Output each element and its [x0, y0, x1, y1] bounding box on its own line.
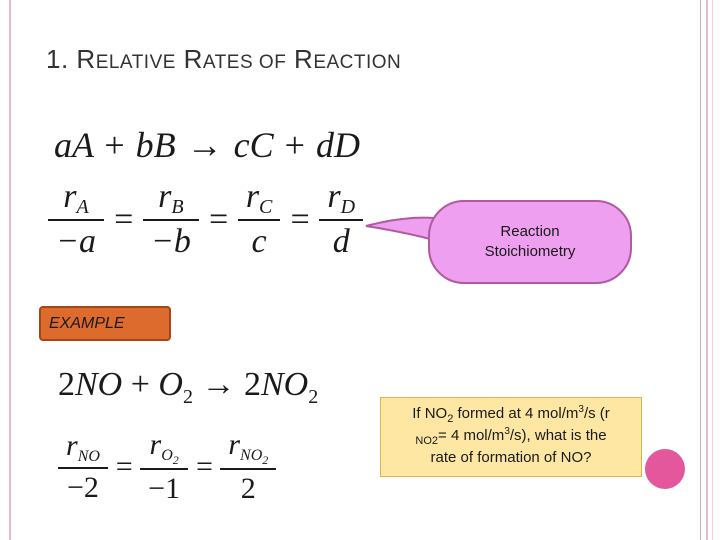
subscript-2: 2 — [447, 413, 454, 425]
equals-sign: = — [288, 200, 312, 238]
plus-sign: + — [130, 366, 150, 403]
rate-symbol: r — [245, 178, 260, 215]
title-text: 1. RELATIVE RATES OF REACTION — [46, 44, 402, 74]
species-B: B — [153, 125, 176, 165]
coef-no2: 2 — [243, 366, 261, 403]
equals-sign: = — [111, 200, 135, 238]
reaction-arrow: → — [201, 366, 236, 403]
general-reaction-equation: aA + bB → cC + dD — [54, 124, 360, 166]
species-o2: O — [158, 366, 183, 403]
plus-sign: + — [104, 125, 125, 165]
no-oxidation-equation: 2NO + O2 → 2NO2 — [58, 366, 318, 409]
coef-b: b — [135, 125, 154, 165]
fraction-r-no: rNO −2 — [58, 429, 108, 503]
fraction-rD: rD d — [319, 178, 364, 259]
subscript-B: B — [171, 196, 184, 218]
coef-a: a — [54, 125, 72, 165]
denominator: −1 — [140, 468, 189, 504]
question-text: formed at 4 mol/m — [453, 405, 579, 422]
question-line-2: NO2= 4 mol/m3/s), what is the — [387, 426, 635, 448]
subscript-2: 2 — [172, 453, 179, 467]
subscript-2: 2 — [182, 386, 193, 408]
question-box: If NO2 formed at 4 mol/m3/s (r NO2= 4 mo… — [380, 397, 642, 477]
denominator: 2 — [220, 468, 277, 504]
callout-tail — [365, 216, 435, 242]
callout-line-2: Stoichiometry — [484, 243, 576, 260]
superscript-3: 3 — [578, 404, 584, 415]
denominator: d — [319, 219, 364, 259]
coef-d: d — [315, 125, 334, 165]
denominator: −a — [48, 219, 104, 259]
example-label-text: EXAMPLE — [49, 314, 125, 332]
right-border-rule — [700, 0, 701, 540]
subscript-o: O — [161, 447, 173, 464]
coef-no: 2 — [58, 366, 75, 403]
example-label: EXAMPLE — [39, 306, 171, 341]
equals-sign: = — [206, 200, 230, 238]
fraction-r-o2: rO2 −1 — [140, 428, 189, 504]
fraction-rC: rC c — [237, 178, 281, 259]
rate-symbol: r — [149, 428, 162, 461]
question-text: /s), what is the — [509, 427, 607, 445]
question-line-1: If NO2 formed at 4 mol/m3/s (r — [387, 404, 635, 426]
right-border-rule — [706, 0, 708, 540]
species-no2: NO — [260, 366, 309, 403]
subscript-2: 2 — [308, 386, 319, 408]
denominator: −2 — [58, 467, 108, 503]
question-text: If NO — [412, 405, 448, 422]
coef-c: c — [233, 125, 250, 165]
question-line-3: rate of formation of NO? — [430, 448, 592, 466]
subscript-D: D — [340, 196, 356, 218]
subscript-C: C — [259, 196, 273, 218]
species-C: C — [249, 125, 274, 165]
species-no: NO — [75, 366, 123, 403]
plus-sign: + — [284, 125, 305, 165]
slide-title: 1. RELATIVE RATES OF REACTION — [46, 44, 401, 75]
callout-line-1: Reaction — [500, 222, 560, 240]
species-D: D — [333, 125, 360, 165]
rate-symbol: r — [158, 178, 172, 215]
right-border-rule — [712, 0, 713, 540]
subscript-2: 2 — [262, 453, 269, 467]
stoichiometry-callout: Reaction Stoichiometry — [428, 200, 632, 284]
rate-symbol: r — [66, 429, 78, 462]
equals-sign: = — [113, 450, 135, 483]
species-A: A — [72, 125, 94, 165]
subscript-A: A — [76, 196, 89, 218]
subscript-2: 2 — [431, 435, 439, 448]
fraction-r-no2: rNO2 2 — [220, 428, 277, 504]
fraction-rA: rA −a — [48, 178, 104, 259]
question-text: /s (r — [583, 405, 610, 422]
denominator: c — [237, 219, 281, 259]
rate-relations: rA −a = rB −b = rC c = rD d — [48, 178, 364, 259]
equals-sign: = — [194, 450, 215, 483]
reaction-arrow: → — [186, 125, 223, 165]
rate-symbol: r — [327, 178, 341, 215]
decorative-circle — [645, 449, 685, 489]
rate-symbol: r — [228, 428, 241, 461]
fraction-rB: rB −b — [142, 178, 199, 259]
no-rate-relations: rNO −2 = rO2 −1 = rNO2 2 — [58, 428, 277, 504]
question-text: = 4 mol/m — [438, 427, 505, 445]
rate-symbol: r — [63, 178, 77, 215]
subscript-no: NO — [77, 448, 100, 465]
denominator: −b — [142, 219, 199, 259]
subscript-no: NO — [240, 447, 263, 464]
superscript-3: 3 — [504, 426, 510, 438]
subscript-no: NO — [415, 435, 432, 448]
left-border-rule — [9, 0, 11, 540]
